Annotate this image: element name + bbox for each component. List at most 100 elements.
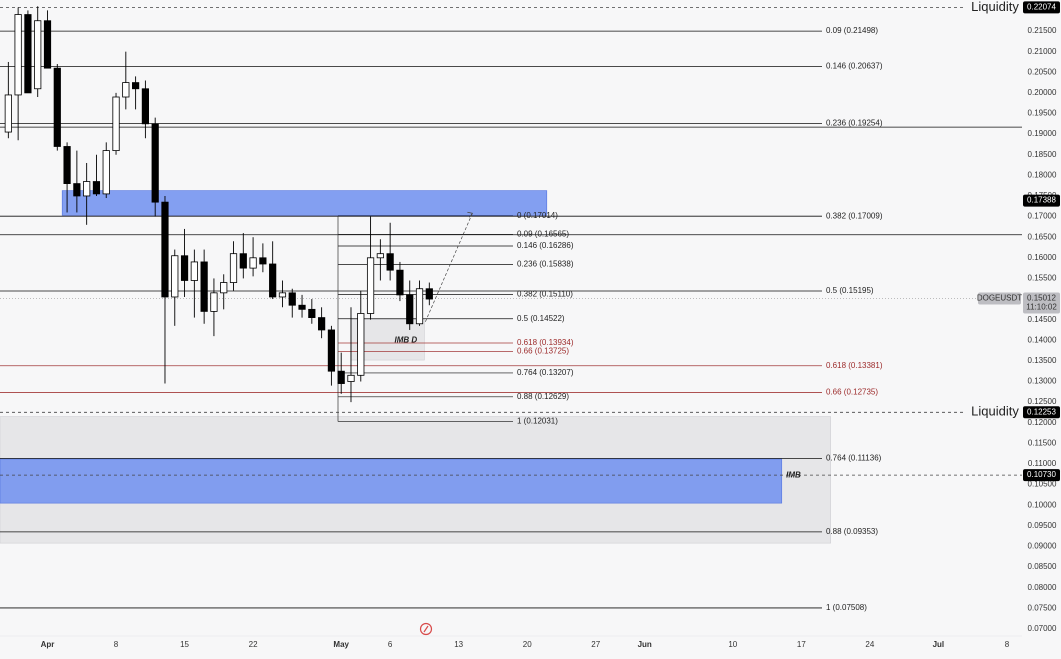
imb-label: IMB D: [394, 335, 417, 344]
bullish-candle: [14, 14, 22, 96]
levels-layer: [0, 6, 1022, 609]
time-tick-label: May: [333, 640, 349, 649]
bearish-candle: [24, 14, 32, 94]
logo-slash: [423, 625, 429, 633]
price-tick-label: 0.12500: [1028, 397, 1057, 406]
fib-label: 0.236 (0.19254): [826, 119, 883, 128]
inner-fib-label: 0.5 (0.14522): [517, 314, 565, 323]
price-tag-label: 0.12253: [1027, 407, 1056, 416]
bearish-candle: [259, 257, 267, 265]
price-tick-label: 0.11000: [1028, 459, 1057, 468]
bearish-candle: [73, 183, 81, 197]
price-tick-label: 0.21500: [1028, 26, 1057, 35]
bearish-candle: [425, 288, 433, 300]
bearish-candle: [327, 329, 336, 372]
price-tick-label: 0.07000: [1028, 624, 1057, 633]
price-tick-label: 0.21000: [1028, 47, 1057, 56]
time-tick-label: 17: [797, 640, 806, 649]
logo-ring: [419, 622, 433, 636]
price-tag-label: 0.22074: [1027, 2, 1056, 11]
inner-fib-label: 0.146 (0.16286): [517, 241, 574, 250]
price-tick-label: 0.13000: [1028, 377, 1057, 386]
time-tick-label: 8: [1005, 640, 1010, 649]
price-tick-label: 0.20000: [1028, 88, 1057, 97]
inner-fib-label: 0 (0.17014): [517, 211, 558, 220]
bullish-candle: [83, 181, 91, 197]
bearish-candle: [92, 181, 101, 195]
time-tick-label: 6: [388, 640, 393, 649]
bullish-candle: [415, 288, 424, 325]
fib-label: 1 (0.07508): [826, 603, 867, 612]
bullish-candle: [229, 253, 238, 283]
symbol-label: DOGEUSDT: [977, 294, 1022, 303]
price-tag: [1023, 406, 1060, 419]
inner-fib-label: 0.618 (0.13934): [517, 338, 574, 347]
time-tick-label: 15: [180, 640, 189, 649]
bearish-candle: [151, 123, 159, 203]
price-tick-label: 0.10000: [1028, 500, 1057, 509]
bearish-candle: [406, 294, 414, 325]
bullish-candle: [357, 313, 365, 376]
price-tag: [1023, 194, 1060, 207]
price-tick-label: 0.10500: [1028, 480, 1057, 489]
time-tick-label: 24: [865, 640, 874, 649]
time-tick-label: 20: [523, 640, 532, 649]
current-price-value: 0.15012: [1027, 294, 1056, 303]
blue-zone: [0, 458, 783, 504]
bearish-candle: [269, 263, 277, 298]
price-tick-label: 0.14000: [1028, 335, 1057, 344]
fib-label: 0.5 (0.15195): [826, 286, 874, 295]
bullish-candle: [249, 257, 257, 269]
price-tick-label: 0.18000: [1028, 170, 1057, 179]
bullish-candle: [220, 282, 228, 294]
time-tick-label: 13: [454, 640, 463, 649]
price-tick-label: 0.13500: [1028, 356, 1057, 365]
fib-label: 0.09 (0.21498): [826, 26, 878, 35]
bearish-candle: [161, 201, 169, 298]
bullish-candle: [190, 261, 198, 281]
bearish-candle: [43, 20, 52, 69]
price-tag: [1023, 469, 1060, 482]
inner-fib-label: 0.382 (0.15110): [517, 290, 573, 299]
time-tick-label: 8: [114, 640, 119, 649]
candles-layer: [4, 6, 433, 403]
inner-fib-label: 0.88 (0.12629): [517, 392, 569, 401]
liquidity-label: Liquidity: [971, 404, 1019, 419]
liquidity-label-bg: [966, 404, 1024, 421]
liquidity-label-bg: [966, 0, 1024, 16]
fib-label: 0.146 (0.20637): [826, 62, 883, 71]
bullish-candle: [122, 82, 130, 98]
time-tick-label: 10: [728, 640, 737, 649]
bullish-candle: [376, 253, 384, 259]
price-tick-label: 0.15500: [1028, 274, 1057, 283]
inner-fib-label: 0.236 (0.15838): [517, 260, 574, 269]
price-tick-label: 0.17000: [1028, 212, 1057, 221]
fib-label: 0.66 (0.12735): [826, 388, 878, 397]
price-tick-label: 0.16000: [1028, 253, 1057, 262]
fib-label: 0.88 (0.09353): [826, 527, 878, 536]
bearish-candle: [386, 253, 394, 271]
bullish-candle: [102, 150, 110, 195]
time-tick-label: 27: [591, 640, 600, 649]
current-price-tag: [1023, 292, 1060, 314]
bearish-candle: [288, 292, 296, 306]
price-tick-label: 0.07500: [1028, 603, 1057, 612]
inner-fib-label: 0.66 (0.13725): [517, 347, 569, 356]
price-tick-label: 0.09500: [1028, 521, 1057, 530]
fib-label: 0.382 (0.17009): [826, 211, 883, 220]
labels-layer: 0.09 (0.21498) 0.146 (0.20637) 0.236 (0.19…: [394, 0, 1024, 612]
bearish-candle: [53, 67, 61, 147]
price-tick-label: 0.14500: [1028, 315, 1057, 324]
bearish-candle: [63, 146, 71, 184]
bearish-candle: [200, 261, 208, 312]
price-tick-label: 0.20500: [1028, 67, 1057, 76]
price-tick-label: 0.09000: [1028, 542, 1057, 551]
blue-zone: [61, 190, 548, 216]
fib-label: 0.764 (0.11136): [826, 453, 882, 462]
bullish-candle: [210, 292, 218, 312]
price-tag-label: 0.10730: [1027, 470, 1056, 479]
time-tick-label: Jun: [638, 640, 652, 649]
price-tick-label: 0.18500: [1028, 150, 1057, 159]
